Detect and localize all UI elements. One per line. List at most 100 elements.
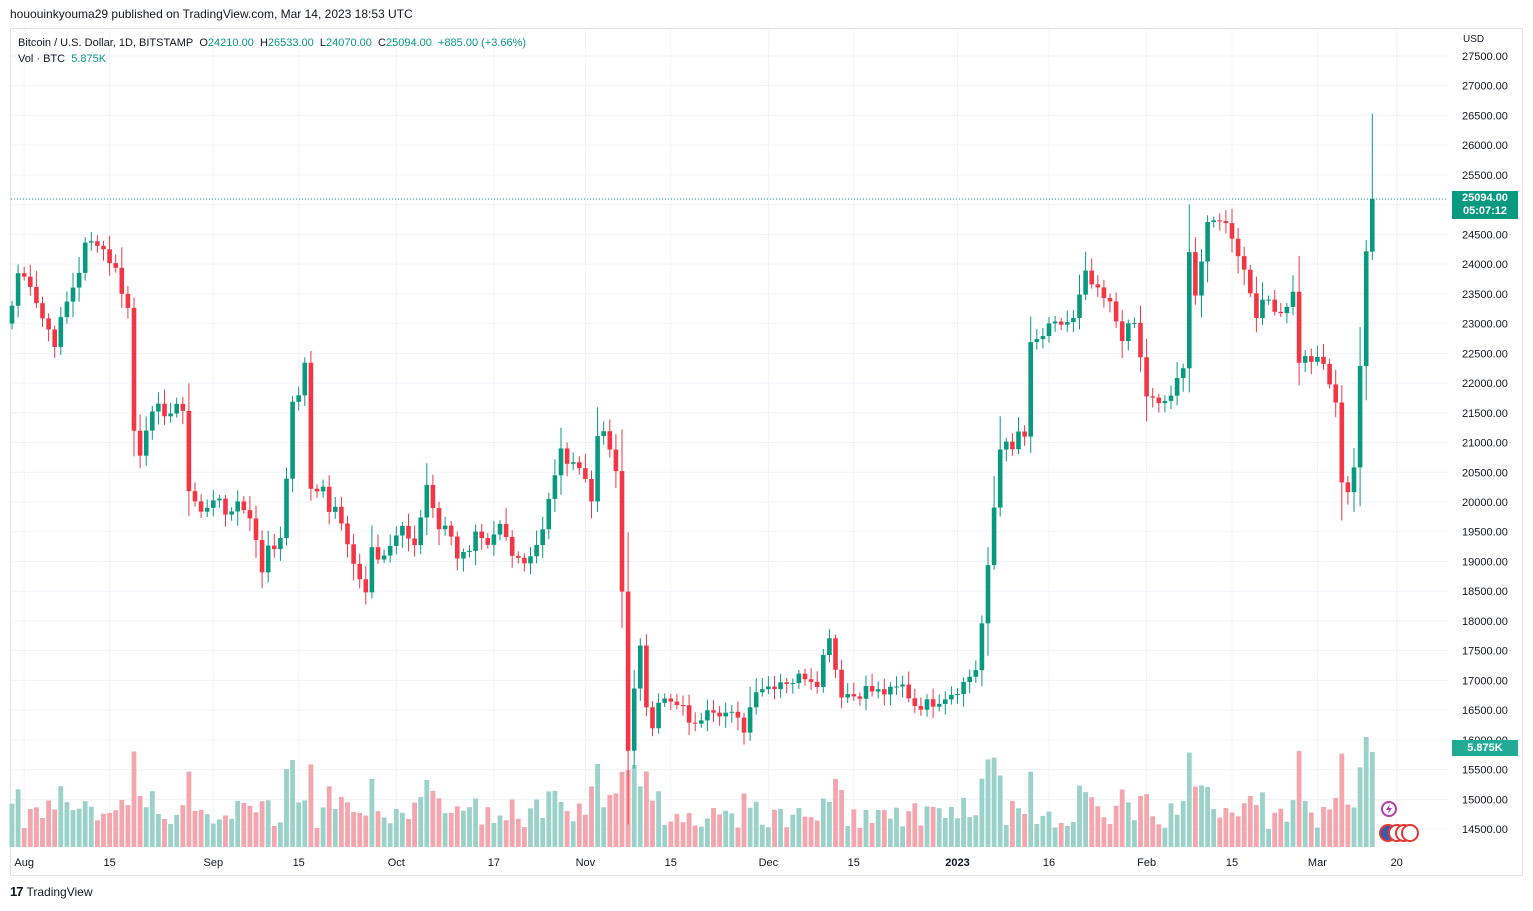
candle-body [192, 491, 198, 502]
volume-bar [345, 802, 350, 847]
volume-bar [271, 825, 277, 847]
volume-bar [705, 818, 710, 847]
candle-body [89, 241, 94, 243]
candle-body [1339, 402, 1345, 483]
volume-bar [766, 827, 771, 847]
candle-body [650, 707, 655, 729]
legend-symbol[interactable]: Bitcoin / U.S. Dollar, 1D, BITSTAMP [18, 37, 194, 49]
candle-body [381, 555, 387, 560]
candle-body [1077, 294, 1082, 318]
volume-bar [942, 817, 948, 847]
volume-bar [253, 812, 259, 847]
tradingview-logo-icon[interactable]: 17 [10, 884, 24, 899]
x-tick-label: 15 [848, 857, 860, 869]
volume-bar [772, 809, 777, 847]
volume-bar [1107, 824, 1113, 847]
candle-body [448, 525, 454, 537]
candle-body [284, 478, 289, 539]
candle-body [143, 430, 149, 456]
candle-body [912, 698, 918, 707]
candle-body [1071, 317, 1076, 323]
footer-brand[interactable]: TradingView [26, 884, 93, 899]
price-chart[interactable]: 14500.0015000.0015500.0016000.0016500.00… [0, 0, 1533, 880]
volume-bar [497, 815, 503, 847]
y-tick-label: 15500.00 [1462, 765, 1508, 777]
candle-body [485, 538, 491, 545]
price-axis: 14500.0015000.0015500.0016000.0016500.00… [1462, 51, 1508, 836]
candle-body [198, 501, 204, 512]
volume-bar [827, 801, 832, 847]
candle-body [735, 711, 741, 718]
candle-body [1138, 322, 1143, 358]
y-tick-label: 24000.00 [1462, 259, 1508, 271]
volume-bar [869, 823, 875, 847]
volume-bar [46, 800, 51, 847]
volume-bar [888, 818, 893, 847]
volume-bar [1278, 808, 1284, 847]
volume-bar [168, 823, 173, 847]
volume-bar [192, 810, 198, 847]
volume-bar [1333, 797, 1339, 847]
volume-bar [119, 799, 125, 847]
candle-body [1229, 223, 1235, 239]
candle-body [1058, 321, 1064, 325]
volume-bar [461, 810, 466, 847]
volume-bar [149, 791, 155, 847]
volume-bar [40, 817, 45, 847]
volume-bar [296, 802, 302, 847]
y-tick-label: 25500.00 [1462, 170, 1508, 182]
dividends-event-icon[interactable] [1381, 801, 1397, 817]
volume-bar [1119, 789, 1125, 847]
volume-bar [875, 810, 881, 847]
candle-body [522, 557, 527, 564]
candle-body [979, 623, 985, 671]
volume-bar [601, 807, 607, 847]
volume-bar [229, 818, 234, 847]
volume-bar [546, 791, 552, 847]
volume-bar [1302, 801, 1308, 847]
volume-bar [790, 814, 796, 847]
volume-bar [503, 820, 509, 847]
legend-vol-value: 5.875K [71, 53, 107, 65]
candle-body [1119, 321, 1125, 342]
candle-body [52, 329, 57, 347]
volume-bar [412, 802, 417, 847]
volume-bar [851, 809, 857, 847]
x-tick-label: Feb [1137, 857, 1156, 869]
economic-events-icon-group[interactable] [1379, 824, 1419, 844]
volume-bar [1174, 814, 1180, 847]
candle-body [180, 403, 186, 411]
candle-body [1046, 323, 1052, 337]
volume-bar [1254, 805, 1259, 847]
volume-bar [1205, 786, 1210, 847]
currency-label[interactable]: USD [1463, 34, 1485, 45]
footer: 17 TradingView [10, 884, 93, 899]
volume-bar [473, 798, 478, 847]
volume-bar [1052, 827, 1058, 847]
volume-bar [1369, 752, 1375, 847]
candle-body [644, 645, 649, 708]
event-marker-icon[interactable] [1401, 824, 1419, 842]
candle-body [1126, 323, 1131, 342]
volume-bar [1266, 828, 1271, 847]
candle-body [674, 701, 680, 706]
volume-bar [1077, 785, 1082, 847]
candle-body [290, 401, 295, 479]
candle-body [1278, 311, 1284, 314]
volume-bar [1138, 795, 1143, 847]
volume-bar [113, 810, 119, 847]
volume-bar [808, 817, 814, 847]
candle-body [113, 263, 118, 268]
candle-body [1223, 221, 1229, 224]
candle-body [802, 673, 808, 680]
candle-body [882, 689, 887, 695]
volume-bar [515, 818, 521, 847]
candle-body [997, 449, 1003, 508]
volume-bar [662, 824, 668, 847]
volume-bar [308, 764, 314, 847]
candle-body [247, 510, 253, 519]
candle-body [1107, 298, 1113, 302]
candle-body [229, 511, 234, 515]
legend-vol-label[interactable]: Vol · BTC [18, 53, 66, 65]
chart-frame[interactable] [10, 28, 1523, 876]
